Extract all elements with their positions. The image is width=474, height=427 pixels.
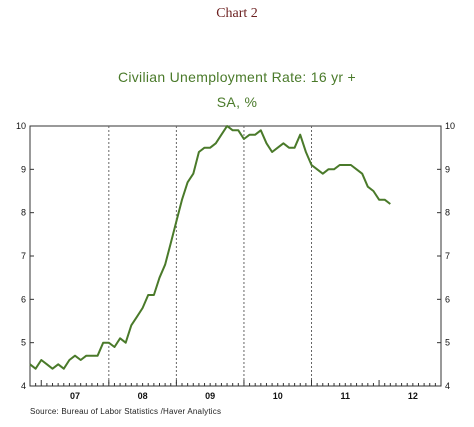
y-tick-label: 10: [16, 121, 26, 131]
x-year-label: 07: [70, 391, 80, 401]
y-tick-label: 8: [21, 208, 26, 218]
data-points: [30, 126, 391, 369]
y-tick-label: 6: [445, 294, 450, 304]
chart-subtitle: SA, %: [216, 94, 258, 110]
page-heading: Chart 2: [216, 6, 258, 21]
x-year-label: 08: [138, 391, 148, 401]
y-tick-label: 9: [21, 164, 26, 174]
year-grid-lines: [108, 126, 313, 386]
source-note: Source: Bureau of Labor Statistics /Have…: [30, 407, 222, 416]
plot-frame: [29, 125, 442, 387]
y-tick-label: 4: [21, 381, 26, 391]
x-year-label: 10: [273, 391, 283, 401]
y-tick-label: 7: [445, 251, 450, 261]
x-year-label: 12: [408, 391, 418, 401]
unemployment-rate-line: [29, 125, 391, 370]
y-tick-label: 6: [21, 294, 26, 304]
x-year-label: 11: [341, 391, 351, 401]
right-y-axis: 4 5 6 7 8 9 10: [437, 121, 455, 391]
y-tick-label: 7: [21, 251, 26, 261]
y-tick-label: 5: [21, 338, 26, 348]
y-tick-label: 9: [445, 164, 450, 174]
y-tick-label: 5: [445, 338, 450, 348]
x-axis: 07 08 09 10 11 12: [29, 380, 442, 401]
y-tick-label: 8: [445, 208, 450, 218]
left-y-axis: 4 5 6 7 8 9 10: [16, 121, 34, 391]
y-tick-label: 4: [445, 381, 450, 391]
chart-title: Civilian Unemployment Rate: 16 yr +: [117, 69, 357, 85]
x-year-label: 09: [205, 391, 215, 401]
y-tick-label: 10: [445, 121, 455, 131]
